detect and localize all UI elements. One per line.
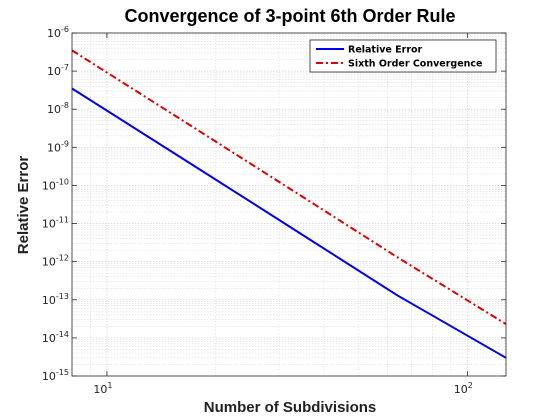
legend-label: Sixth Order Convergence (348, 59, 483, 70)
y-axis-label: Relative Error (15, 156, 32, 255)
series-line-sixth-order-convergence (71, 49, 507, 325)
axes-box (71, 32, 507, 377)
y-tick-exponent: -7 (61, 63, 69, 72)
legend: Relative Error Sixth Order Convergence (309, 39, 497, 73)
x-tick-exponent: 1 (107, 381, 112, 390)
plot-background (72, 33, 506, 376)
y-tick-exponent: -9 (61, 139, 69, 148)
y-tick-exponent: -8 (61, 101, 69, 110)
legend-box (309, 39, 497, 73)
y-tick-exponent: -15 (56, 368, 69, 377)
y-tick-exponent: -13 (56, 292, 69, 301)
chart-title: Convergence of 3-point 6th Order Rule (124, 6, 455, 26)
x-tick-exponent: 2 (468, 381, 473, 390)
series-line-relative-error (71, 87, 507, 359)
y-tick-exponent: -14 (56, 330, 69, 339)
y-tick-exponent: -6 (61, 25, 69, 34)
plot-area: 101 10210-610-710-810-910-1010-1110-1210-… (42, 25, 507, 396)
y-tick-exponent: -11 (56, 216, 69, 225)
y-tick-exponent: -12 (56, 254, 69, 263)
legend-label: Relative Error (348, 45, 423, 56)
y-tick-exponent: -10 (56, 177, 69, 186)
x-axis-label: Number of Subdivisions (204, 399, 377, 416)
